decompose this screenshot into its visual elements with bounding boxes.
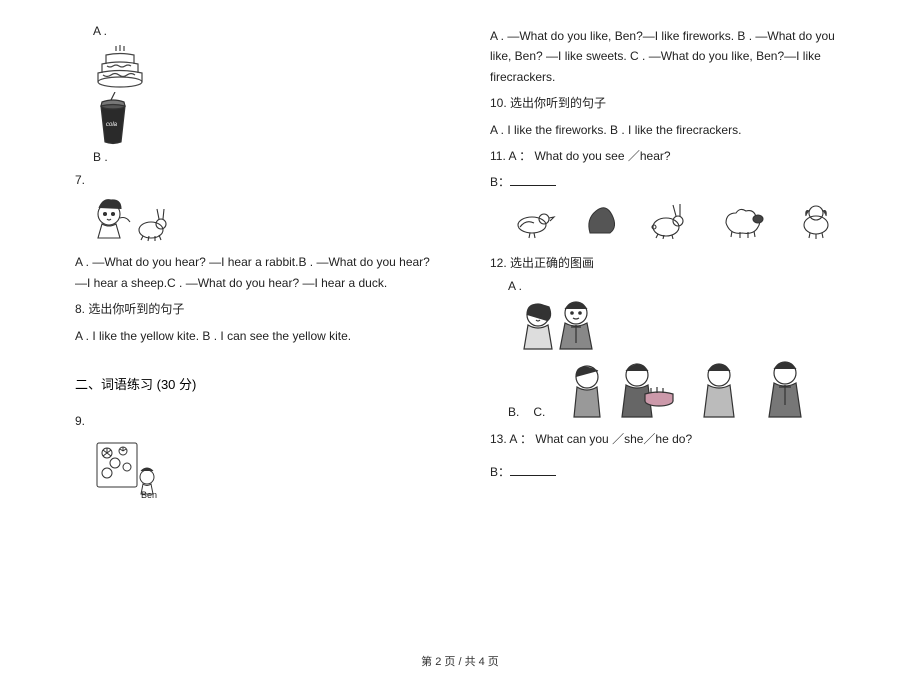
page: A . xyxy=(0,0,920,681)
option-b-label: B . xyxy=(75,150,430,164)
q12-bc-row: B. C. xyxy=(490,357,845,423)
q8-number: 8. 选出你听到的句子 xyxy=(75,299,430,319)
q12-c-label: C. xyxy=(533,405,545,419)
q7-text: A . —What do you hear? —I hear a rabbit.… xyxy=(75,252,430,293)
bird-icon xyxy=(508,203,556,239)
q12-number: 12. 选出正确的图画 xyxy=(490,253,845,273)
q13-b: B： xyxy=(490,462,845,482)
q12-b-label: B. xyxy=(508,405,519,419)
q13-number: 13. A ： What can you ／she／he do? xyxy=(490,429,845,449)
q7-number: 7. xyxy=(75,170,430,190)
cup-image: cola xyxy=(75,92,430,146)
couple-image xyxy=(490,297,845,353)
q8-text: A . I like the yellow kite. B . I can se… xyxy=(75,326,430,346)
q12-a-label: A . xyxy=(490,279,845,293)
svg-text:Ben: Ben xyxy=(141,490,157,500)
option-a-label: A . xyxy=(75,24,430,38)
fireworks-ben-image: Ben xyxy=(75,437,430,501)
q9-number: 9. xyxy=(75,411,430,431)
sheep-icon xyxy=(716,199,770,239)
blank-line xyxy=(510,174,556,186)
rabbit-icon xyxy=(644,201,692,239)
animals-row xyxy=(508,199,845,239)
blank-line xyxy=(510,464,556,476)
four-people-image xyxy=(559,357,819,423)
q10-text: A . I like the fireworks. B . I like the… xyxy=(490,120,845,140)
svg-text:cola: cola xyxy=(106,122,118,128)
q10-number: 10. 选出你听到的句子 xyxy=(490,93,845,113)
rock-icon xyxy=(580,199,620,239)
cake-image xyxy=(75,42,430,88)
right-column: A . —What do you like, Ben?—I like firew… xyxy=(460,20,860,671)
q11-b: B： xyxy=(490,172,845,192)
q11-number: 11. A ： What do you see ／hear? xyxy=(490,146,845,166)
page-footer: 第 2 页 / 共 4 页 xyxy=(0,653,920,669)
left-column: A . xyxy=(60,20,460,671)
boy-rabbit-image xyxy=(75,196,430,246)
q11-b-label: B： xyxy=(490,175,510,189)
dog-icon xyxy=(794,199,838,239)
q9-text: A . —What do you like, Ben?—I like firew… xyxy=(490,26,845,87)
q13-b-label: B： xyxy=(490,465,510,479)
section-2-title: 二、词语练习 (30 分) xyxy=(75,374,430,393)
